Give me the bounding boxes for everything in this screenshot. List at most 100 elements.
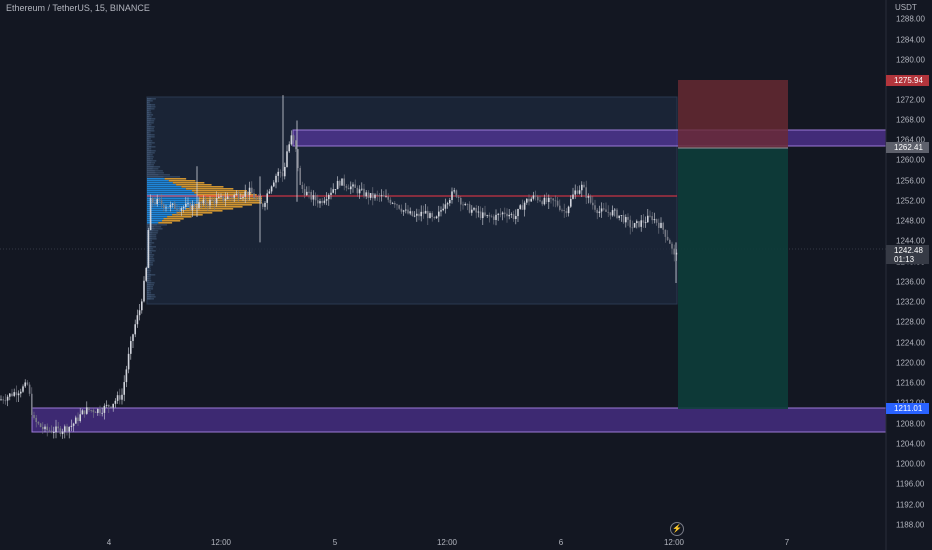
volume-profile-bar xyxy=(147,272,149,274)
volume-profile-bar xyxy=(150,134,155,136)
volume-profile-bar xyxy=(149,252,152,254)
candle-body xyxy=(165,207,167,209)
take-profit-zone[interactable] xyxy=(678,148,788,409)
candle-body xyxy=(354,184,356,188)
price-tick: 1272.00 xyxy=(896,95,925,105)
volume-profile-bar xyxy=(149,116,152,118)
candle-body xyxy=(167,207,169,209)
candle-body xyxy=(248,187,251,196)
candle-body xyxy=(587,196,590,198)
volume-profile-bar xyxy=(161,220,181,222)
candle-body xyxy=(163,204,165,209)
volume-profile-bar xyxy=(147,230,153,232)
volume-profile-bar xyxy=(152,230,159,232)
candle-body xyxy=(378,195,381,197)
candle-body xyxy=(75,417,77,424)
bar-countdown: 01:13 xyxy=(894,255,915,264)
candle-body xyxy=(345,185,348,188)
price-tick: 1264.00 xyxy=(896,135,925,145)
volume-profile-bar xyxy=(196,194,257,196)
candle-body xyxy=(644,222,647,224)
candle-body xyxy=(486,214,488,216)
volume-profile-bar xyxy=(147,174,159,176)
volume-profile-bar xyxy=(147,112,150,114)
candle-body xyxy=(341,178,343,186)
volume-profile-bar xyxy=(147,122,151,124)
volume-profile-bar xyxy=(147,126,151,128)
candle-body xyxy=(552,198,554,201)
candle-body xyxy=(471,209,473,213)
candle-body xyxy=(523,202,526,210)
candle-body xyxy=(132,334,134,342)
candle-body xyxy=(519,205,521,209)
candle-body xyxy=(330,192,332,195)
candle-body xyxy=(537,196,539,201)
candle-body xyxy=(68,426,70,432)
volume-profile-bar xyxy=(147,190,192,192)
price-tick: 1228.00 xyxy=(896,317,925,327)
candle-body xyxy=(141,301,143,311)
candle-body xyxy=(559,205,561,210)
candle-body xyxy=(528,198,530,202)
candle-body xyxy=(543,197,546,205)
candle-body xyxy=(499,213,502,215)
volume-profile-bar xyxy=(151,234,157,236)
candle-body xyxy=(64,426,66,432)
candle-body xyxy=(515,216,517,219)
volume-profile-bar xyxy=(147,114,151,116)
volume-profile-bar xyxy=(149,100,153,102)
volume-profile-bar xyxy=(168,180,196,182)
entry-price-badge: 1262.41 xyxy=(886,142,929,153)
demand-zone[interactable] xyxy=(31,407,887,433)
volume-profile-bar xyxy=(147,176,164,178)
candle-body xyxy=(156,198,158,204)
volume-profile-bar xyxy=(147,158,151,160)
candle-body xyxy=(574,190,576,195)
volume-profile-bar xyxy=(147,118,152,120)
volume-profile-bar xyxy=(150,128,154,130)
candle-body xyxy=(281,172,284,177)
volume-profile-bar xyxy=(149,140,153,142)
stop-loss-zone[interactable] xyxy=(678,80,788,148)
price-tick: 1236.00 xyxy=(896,277,925,287)
candle-body xyxy=(457,196,460,198)
symbol-title[interactable]: Ethereum / TetherUS, 15, BINANCE xyxy=(6,3,150,13)
lightning-icon[interactable]: ⚡ xyxy=(670,522,684,536)
candle-body xyxy=(297,149,299,169)
candle-body xyxy=(242,196,244,199)
candle-body xyxy=(405,209,407,211)
candle-body xyxy=(389,199,392,204)
volume-profile-bar xyxy=(148,138,151,140)
candle-body xyxy=(642,220,645,223)
supply-zone[interactable] xyxy=(292,129,887,147)
volume-profile-bar xyxy=(149,248,153,250)
candle-body xyxy=(325,199,328,201)
candle-body xyxy=(13,392,15,396)
current-price-badge: 1242.48 01:13 xyxy=(886,245,929,264)
candle-body xyxy=(130,341,132,354)
candle-body xyxy=(246,191,249,196)
candle-body xyxy=(233,195,235,198)
volume-profile-bar xyxy=(150,136,155,138)
candle-body xyxy=(462,204,464,206)
candle-body xyxy=(191,204,194,211)
candle-body xyxy=(319,201,321,204)
candle-body xyxy=(358,189,361,194)
volume-profile-bar xyxy=(147,98,152,100)
volume-profile-bar xyxy=(147,156,151,158)
candle-body xyxy=(147,230,150,268)
volume-profile-bar xyxy=(148,266,151,268)
volume-profile-bar xyxy=(149,286,153,288)
candle-body xyxy=(585,187,587,198)
candle-body xyxy=(123,382,125,395)
candle-body xyxy=(44,426,46,430)
candle-body xyxy=(182,206,185,209)
volume-profile-bar xyxy=(156,224,167,226)
candle-body xyxy=(616,209,618,218)
candle-body xyxy=(385,196,387,198)
price-scale-unit[interactable]: USDT xyxy=(895,3,917,12)
volume-profile-bar xyxy=(150,108,155,110)
candle-body xyxy=(497,213,499,215)
candle-body xyxy=(303,189,306,196)
